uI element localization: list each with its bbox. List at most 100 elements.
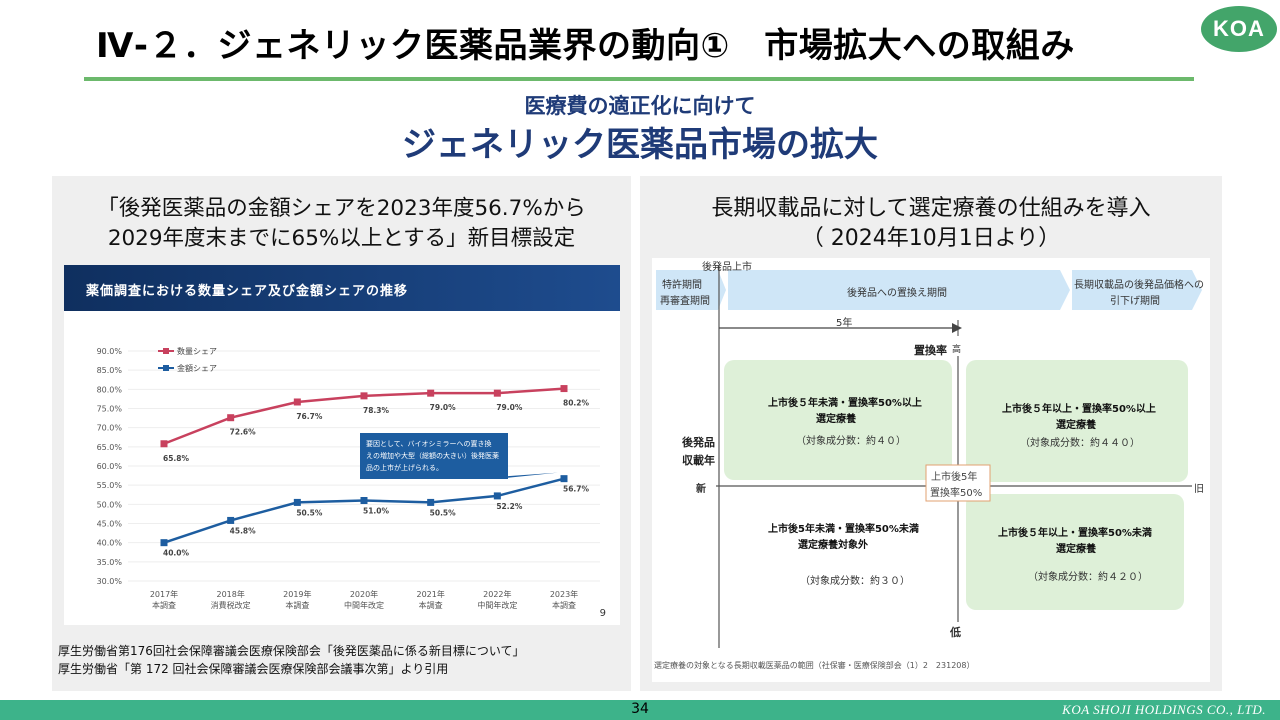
data-point (360, 497, 368, 504)
y-tick-label: 60.0% (97, 462, 123, 471)
axis-old-label: 旧 (1194, 484, 1204, 495)
share-chart-svg: 30.0% 35.0% 40.0% 45.0% 50.0% 55.0% 60.0% 65.0%… (97, 346, 600, 610)
title-divider (84, 77, 1194, 81)
data-point (493, 389, 501, 397)
q-bottom-left-line-2: 選定療養対象外 (798, 540, 868, 551)
review-period-label: 再審査期間 (660, 296, 710, 307)
data-label: 50.5% (296, 508, 323, 517)
reduce-period-label-2: 引下げ期間 (1110, 296, 1160, 307)
quadrant-bottom-right (966, 494, 1184, 610)
generic-listing-label-1: 後発品 (682, 436, 715, 449)
koa-logo: KOA (1201, 6, 1277, 52)
left-heading-line-2: 2029年度末までに65%以上とする」新目標設定 (107, 226, 576, 251)
y-tick-label: 30.0% (97, 577, 123, 586)
q-top-left-line-1: 上市後５年未満・置換率50%以上 (768, 398, 922, 409)
share-chart: 薬価調査における数量シェア及び金額シェアの推移 30.0% 35.0% 40.0% 4… (64, 265, 620, 625)
diagram-caption: 選定療養の対象となる長期収載医薬品の範囲（社保審・医療保険部会（1）2 2312… (654, 661, 975, 670)
data-label: 52.2% (496, 502, 523, 511)
launch-label: 後発品上市 (702, 262, 752, 273)
q-top-left-line-3: （対象成分数：約４０） (796, 436, 906, 447)
x-tick-label: 本調査 (419, 600, 443, 610)
q-bottom-right-line-1: 上市後５年以上・置換率50%未満 (998, 528, 1152, 539)
data-label: 40.0% (163, 549, 190, 558)
reduce-period-label-1: 長期収載品の後発品価格への (1074, 280, 1204, 291)
generic-share-panel: 「後発医薬品の金額シェアを2023年度56.7%から 2029年度末までに65%… (52, 176, 631, 691)
data-point (227, 414, 235, 422)
data-label: 76.7% (296, 412, 323, 421)
x-tick-label: 本調査 (552, 600, 576, 610)
data-point (427, 389, 435, 397)
y-tick-label: 85.0% (97, 366, 123, 375)
x-tick-label: 中間年改定 (344, 600, 384, 610)
left-panel-heading: 「後発医薬品の金額シェアを2023年度56.7%から 2029年度末までに65%… (52, 194, 631, 254)
center-label-2: 置換率50% (930, 488, 983, 499)
x-tick-label: 本調査 (152, 600, 176, 610)
slide-headline: ジェネリック医薬品市場の拡大 (402, 125, 878, 165)
q-bottom-right-line-2: 選定療養 (1056, 544, 1096, 555)
data-label: 50.5% (430, 508, 457, 517)
right-heading-line-2: （ 2024年10月1日より） (801, 226, 1061, 251)
y-tick-label: 35.0% (97, 558, 123, 567)
data-label: 51.0% (363, 507, 390, 516)
page-number: 34 (631, 701, 649, 717)
five-year-arrowhead (952, 323, 962, 333)
five-year-label: 5年 (836, 318, 853, 329)
quadrant-top-left (724, 360, 952, 480)
q-bottom-left-line-3: （対象成分数：約３０） (800, 576, 910, 587)
y-tick-label: 80.0% (97, 385, 123, 394)
source-line-1: 厚生労働省第176回社会保障審議会医療保険部会「後発医薬品に係る新目標について」 (58, 644, 525, 658)
legend-label: 金額シェア (177, 363, 217, 373)
data-point (160, 539, 168, 547)
x-tick-label: 中間年改定 (477, 600, 517, 610)
q-bottom-right-line-3: （対象成分数：約４２０） (1028, 572, 1148, 583)
callout-text: 要因として、バイオシミラーへの置き換 (366, 439, 491, 448)
y-tick-label: 65.0% (97, 443, 123, 452)
callout-text: 品の上市が上げられる。 (366, 463, 443, 472)
data-point (160, 440, 168, 448)
data-label: 45.8% (230, 526, 257, 535)
data-point (227, 516, 235, 524)
legend-label: 数量シェア (177, 346, 217, 356)
callout-text: えの増加や大型（総額の大きい）後発医薬 (366, 451, 499, 460)
x-tick-label: 2018年 (216, 589, 244, 599)
data-label: 72.6% (230, 428, 257, 437)
center-box (925, 464, 991, 502)
patent-period-label: 特許期間 (662, 280, 702, 291)
x-tick-label: 2022年 (483, 589, 511, 599)
q-top-right-line-1: 上市後５年以上・置換率50%以上 (1002, 404, 1156, 415)
data-point (493, 492, 501, 500)
axis-high-label: 高 (952, 345, 962, 355)
diagram-svg (656, 266, 1202, 648)
data-label: 56.7% (563, 485, 590, 494)
patent-period-arrow (656, 270, 726, 310)
y-tick-label: 45.0% (97, 520, 123, 529)
q-top-left-line-2: 選定療養 (816, 414, 856, 425)
y-tick-label: 40.0% (97, 539, 123, 548)
chart-banner: 薬価調査における数量シェア及び金額シェアの推移 (64, 265, 620, 311)
right-panel-heading: 長期収載品に対して選定療養の仕組みを導入 （ 2024年10月1日より） (640, 194, 1222, 254)
x-tick-label: 2023年 (550, 589, 578, 599)
y-tick-label: 55.0% (97, 481, 123, 490)
x-tick-label: 消費税改定 (211, 600, 251, 610)
chart-page-number: 9 (599, 608, 606, 619)
generic-listing-label-2: 収載年 (682, 454, 715, 467)
x-tick-label: 2020年 (350, 589, 378, 599)
data-point (560, 385, 568, 393)
data-label: 79.0% (430, 403, 457, 412)
data-point (560, 475, 568, 483)
legend-marker (163, 348, 169, 354)
x-tick-label: 2021年 (416, 589, 444, 599)
slide-title: Ⅳ-２．ジェネリック医薬品業界の動向① 市場拡大への取組み (96, 26, 1075, 66)
source-line-2: 厚生労働省「第 172 回社会保障審議会医療保険部会議事次第」より引用 (58, 662, 449, 676)
left-heading-line-1: 「後発医薬品の金額シェアを2023年度56.7%から (97, 196, 586, 221)
q-top-right-line-3: （対象成分数：約４４０） (1020, 438, 1140, 449)
callout-box (360, 433, 508, 479)
company-name: KOA SHOJI HOLDINGS CO., LTD. (1062, 702, 1266, 717)
legend-marker (163, 365, 169, 371)
data-point (427, 498, 435, 506)
selective-care-panel: 長期収載品に対して選定療養の仕組みを導入 （ 2024年10月1日より） 後発品… (640, 176, 1222, 691)
right-heading-line-1: 長期収載品に対して選定療養の仕組みを導入 (711, 196, 1151, 221)
reduce-period-arrow (1072, 270, 1202, 310)
y-tick-label: 75.0% (97, 405, 123, 414)
quadrant-top-right (966, 360, 1188, 482)
